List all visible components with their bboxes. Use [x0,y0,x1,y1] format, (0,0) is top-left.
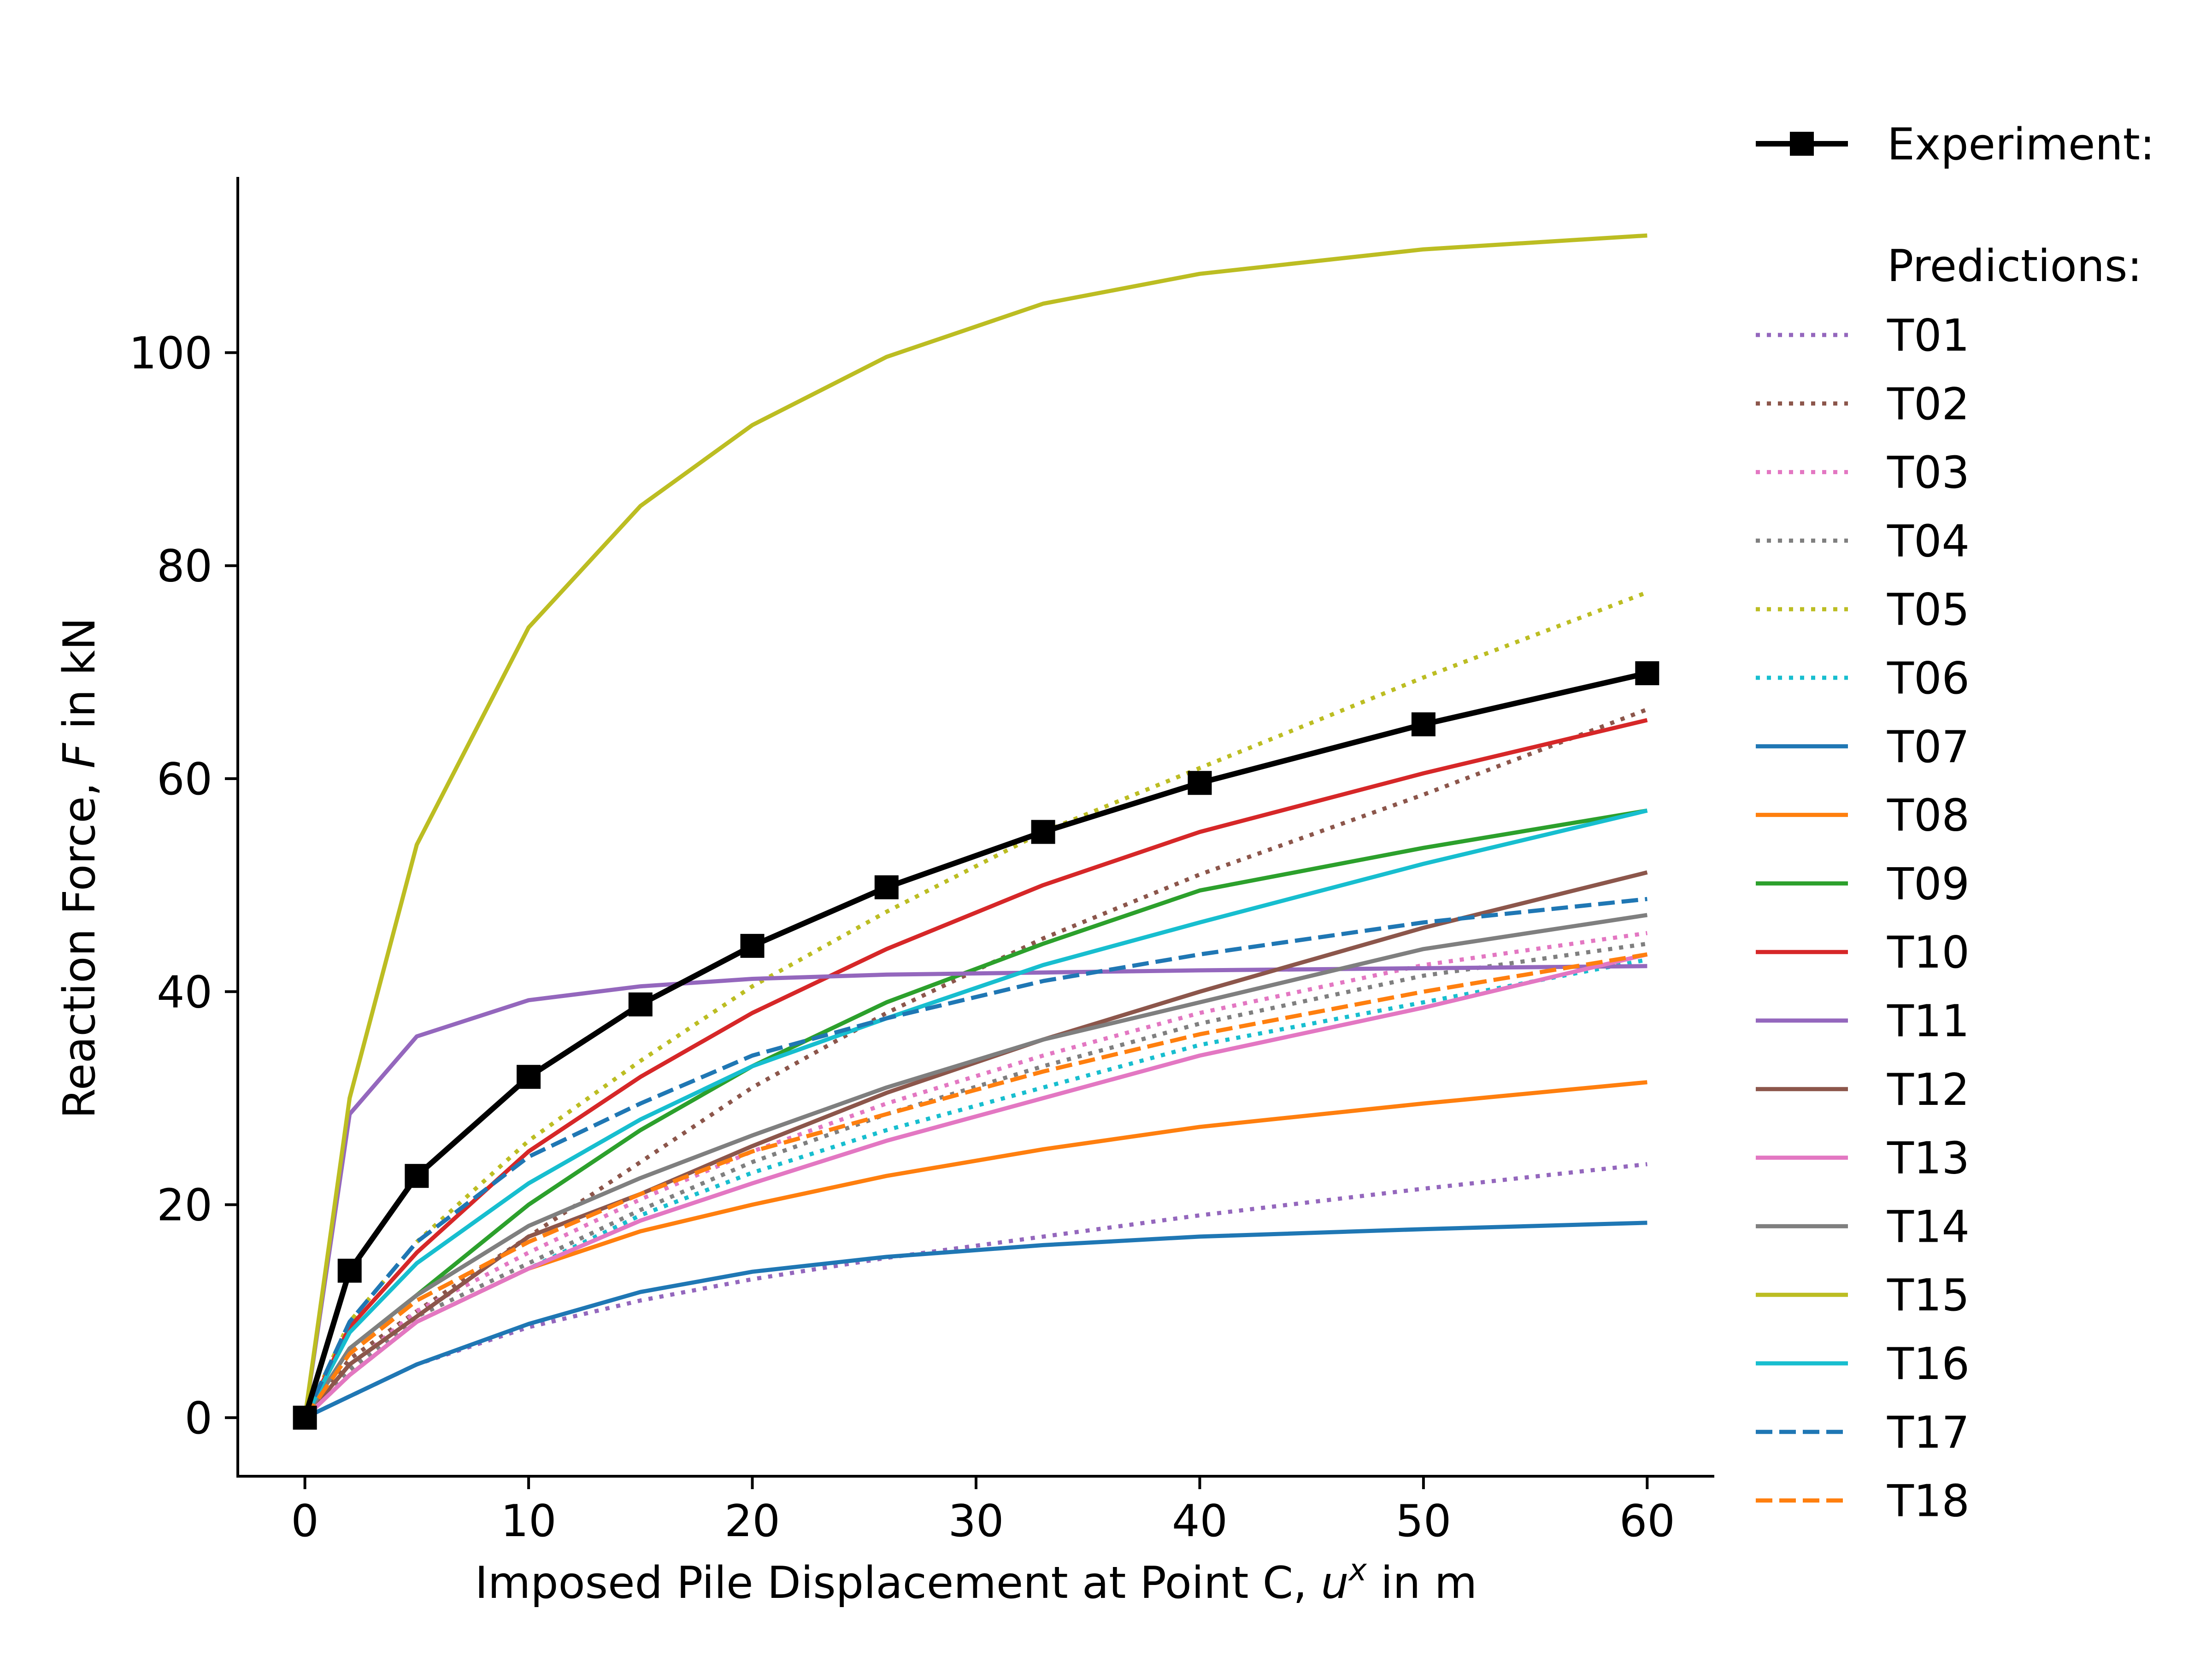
x-tick-label: 20 [724,1496,780,1547]
legend-label: T17 [1887,1408,1970,1458]
y-tick-label: 80 [157,541,212,592]
legend-item-t15: T15 [1756,1270,1970,1321]
series-line-t09 [303,808,1648,1419]
x-tick-label: 60 [1619,1496,1675,1547]
legend-item-t09: T09 [1756,859,1970,910]
experiment-marker [740,933,765,958]
series-line-t07 [304,1221,1647,1420]
legend-label: T07 [1887,722,1970,773]
x-tick-label: 10 [501,1496,557,1547]
legend-item-t03: T03 [1756,448,1970,499]
legend-header-predictions: Predictions: [1887,241,2142,292]
series-line-t04 [303,941,1648,1419]
legend-label: T10 [1887,927,1970,978]
y-ticks: 0 20 40 60 80 100 [129,328,238,1444]
x-ticks: 0 10 20 30 40 50 60 [291,1476,1675,1547]
experiment-marker [1635,661,1659,686]
series-line-t10 [303,718,1648,1419]
series-line-t17 [303,897,1647,1419]
legend-label: T12 [1887,1065,1970,1115]
legend-item-t08: T08 [1756,791,1970,841]
legend-label: T04 [1887,516,1970,567]
x-tick-label: 0 [291,1496,318,1547]
experiment-marker [517,1065,541,1089]
y-axis-title-suffix: in kN [54,617,105,743]
y-tick-label: 20 [157,1180,212,1231]
x-axis-title-sup: x [1348,1552,1367,1588]
series-line-t16 [303,808,1648,1419]
plot-lines [293,233,1659,1430]
y-axis-title-prefix: Reaction Force, [54,769,105,1119]
legend-items: T01 T02 T03 T04 T05 T06 T07 T08 T09 T10 T11 T12 T13 T… [1756,311,1970,1527]
legend-label: T13 [1887,1133,1970,1184]
legend-label: T03 [1887,448,1970,499]
legend-label: T15 [1887,1270,1970,1321]
series-line-t11 [303,964,1647,1418]
series-line-t18 [303,952,1648,1419]
legend: Experiment: Predictions: T01 T02 T03 T04 T05… [1756,119,2155,1527]
legend-label: T18 [1887,1476,1970,1527]
legend-label: T09 [1887,859,1970,910]
series-line-t12 [303,870,1648,1419]
series-line-t13 [303,952,1648,1420]
legend-item-t17: T17 [1756,1408,1970,1458]
experiment-marker [1031,820,1055,844]
y-tick-label: 0 [185,1393,212,1444]
series-line-t15 [303,233,1647,1418]
axes [236,177,1714,1478]
legend-item-t01: T01 [1756,311,1970,361]
legend-label: T02 [1887,379,1970,430]
legend-item-t10: T10 [1756,927,1970,978]
legend-label: T05 [1887,585,1970,635]
experiment-marker [1188,771,1212,795]
legend-item-t12: T12 [1756,1065,1970,1115]
legend-item-t18: T18 [1756,1476,1970,1527]
legend-item-t07: T07 [1756,722,1970,773]
legend-item-t14: T14 [1756,1202,1970,1252]
legend-item-experiment [1756,132,1848,156]
series-line-t06 [303,957,1648,1420]
x-axis-title-suffix: in m [1367,1558,1477,1608]
legend-item-t02: T02 [1756,379,1970,430]
legend-item-t04: T04 [1756,516,1970,567]
experiment-marker [405,1164,429,1188]
legend-marker-experiment [1790,132,1814,156]
legend-label: T08 [1887,791,1970,841]
experiment-marker [1411,712,1435,737]
experiment-marker [293,1405,317,1430]
experiment-marker [628,992,653,1017]
y-axis-title-var: F [54,743,105,769]
legend-label: T16 [1887,1339,1970,1390]
legend-label: T01 [1887,311,1970,361]
experiment-marker [337,1258,362,1283]
legend-item-t06: T06 [1756,653,1970,704]
legend-label: T11 [1887,996,1970,1047]
legend-label: T06 [1887,653,1970,704]
x-tick-label: 40 [1172,1496,1228,1547]
legend-item-t16: T16 [1756,1339,1970,1390]
x-tick-label: 50 [1395,1496,1451,1547]
x-axis-title-prefix: Imposed Pile Displacement at Point C, [475,1558,1321,1608]
series-line-t01 [304,1162,1647,1420]
legend-item-t11: T11 [1756,996,1970,1047]
y-tick-label: 100 [129,328,212,379]
y-axis-title: Reaction Force, F in kN [54,617,105,1119]
legend-item-t05: T05 [1756,585,1970,635]
experiment-marker [874,875,899,899]
series-line-t14 [303,913,1648,1419]
series-line-t05 [303,590,1648,1419]
legend-label: T14 [1887,1202,1970,1252]
y-tick-label: 40 [157,967,212,1018]
x-axis-title: Imposed Pile Displacement at Point C, ux… [475,1552,1477,1608]
legend-header-experiment: Experiment: [1887,119,2155,170]
x-tick-label: 30 [948,1496,1004,1547]
y-tick-label: 60 [157,754,212,805]
legend-item-t13: T13 [1756,1133,1970,1184]
x-axis-title-var: u [1321,1558,1348,1608]
